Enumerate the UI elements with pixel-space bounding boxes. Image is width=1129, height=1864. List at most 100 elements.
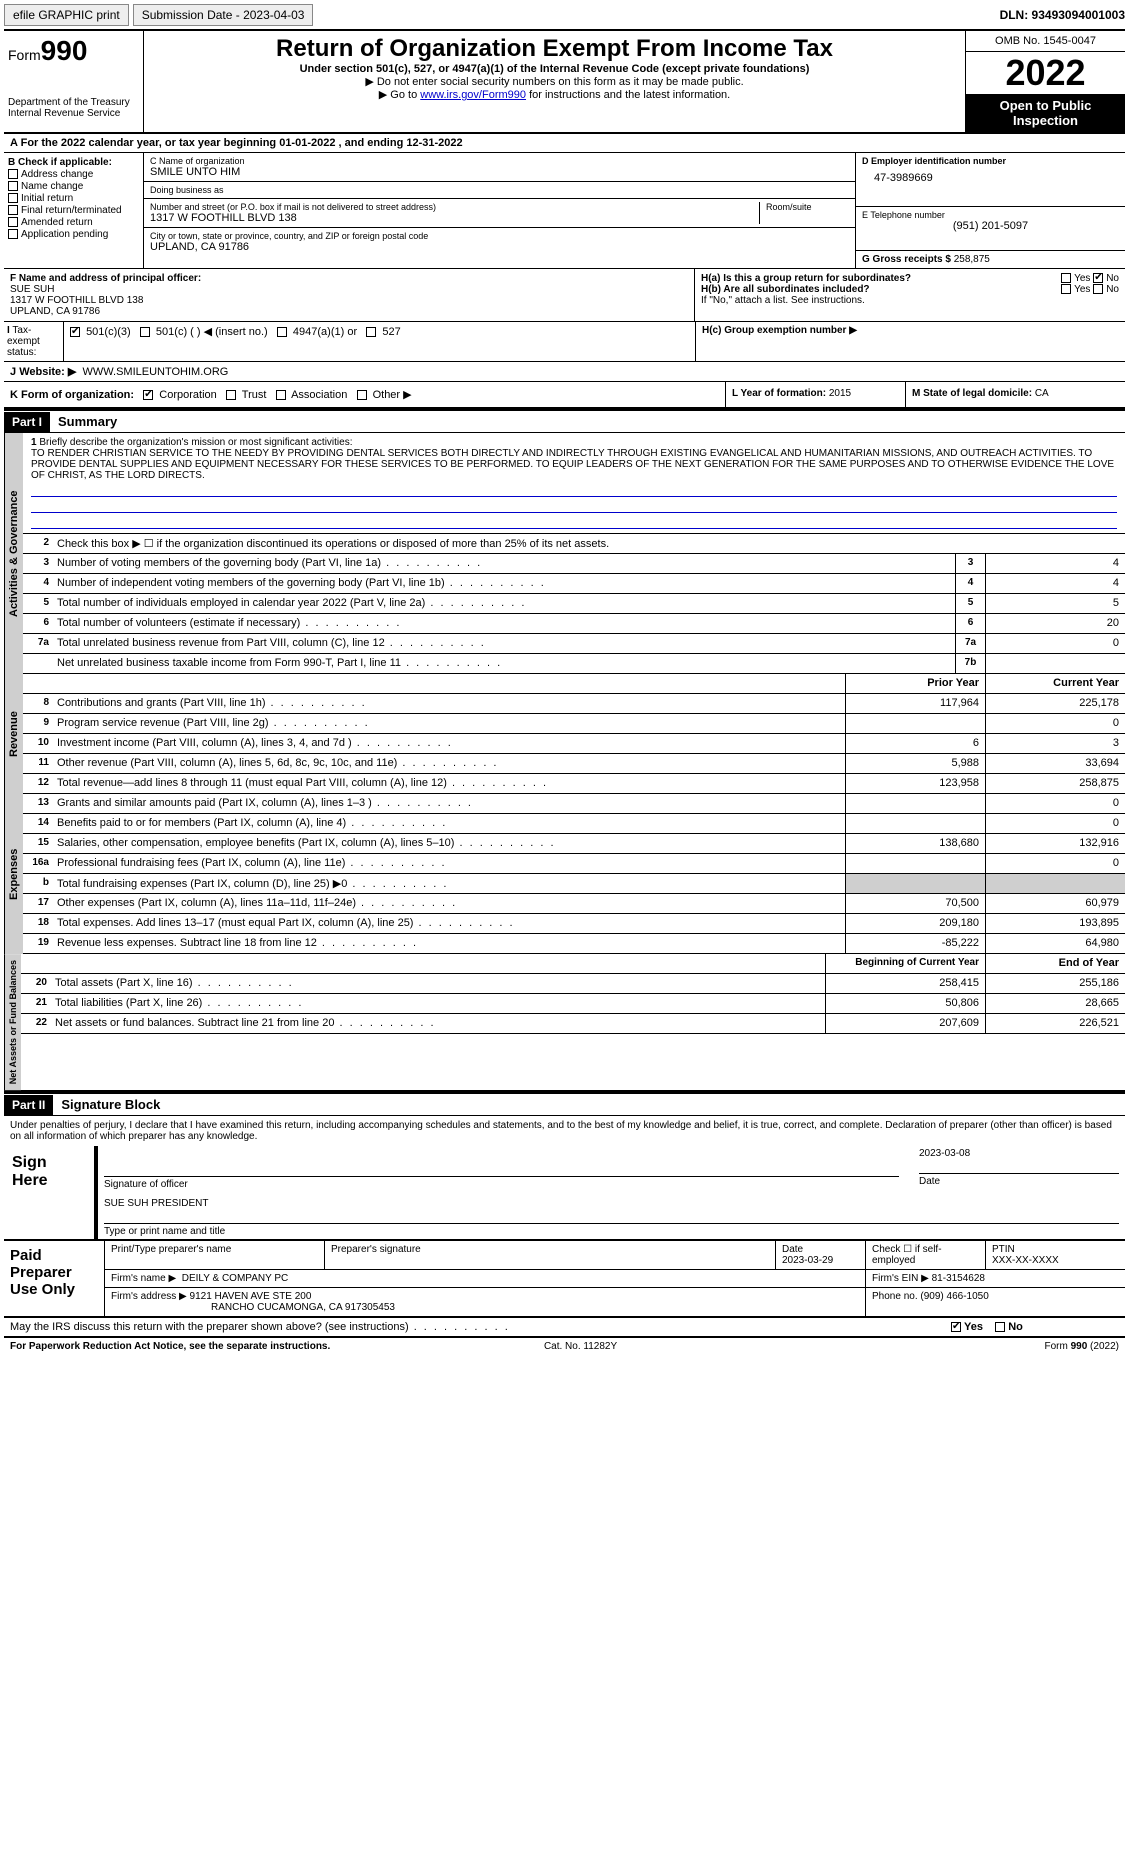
org-name-cell: C Name of organization SMILE UNTO HIM (144, 153, 855, 182)
tax-exempt-options: 501(c)(3) 501(c) ( ) ◀ (insert no.) 4947… (64, 322, 695, 361)
omb-number: OMB No. 1545-0047 (966, 31, 1125, 52)
hb-no-chk[interactable] (1093, 284, 1103, 294)
expenses-lines: 13Grants and similar amounts paid (Part … (23, 794, 1125, 954)
sections-b-through-g: B Check if applicable: Address change Na… (4, 153, 1125, 269)
form-header: Form990 Department of the Treasury Inter… (4, 31, 1125, 134)
signature-fields: Signature of officer 2023-03-08 Date SUE… (94, 1146, 1125, 1239)
discuss-yes-chk[interactable] (951, 1322, 961, 1332)
part1-header: Part I Summary (4, 409, 1125, 433)
dba-cell: Doing business as (144, 182, 855, 199)
chk-address-change[interactable]: Address change (8, 169, 139, 180)
chk-527[interactable] (366, 327, 376, 337)
b-title: B Check if applicable: (8, 157, 112, 168)
city-label: City or town, state or province, country… (150, 231, 849, 241)
line2-text: Check this box ▶ ☐ if the organization d… (53, 534, 1125, 553)
chk-501c3[interactable] (70, 327, 80, 337)
form-prefix: Form (8, 47, 41, 63)
prep-name-label: Print/Type preparer's name (104, 1241, 324, 1269)
chk-application-pending[interactable]: Application pending (8, 229, 139, 240)
tab-expenses: Expenses (4, 794, 23, 954)
gov-line: 3Number of voting members of the governi… (23, 554, 1125, 574)
ssn-note: ▶ Do not enter social security numbers o… (148, 75, 961, 88)
phone-cell: E Telephone number (951) 201-5097 (856, 207, 1125, 251)
blank-line (31, 483, 1117, 497)
discuss-no-chk[interactable] (995, 1322, 1005, 1332)
org-name: SMILE UNTO HIM (150, 166, 849, 178)
discuss-row: May the IRS discuss this return with the… (4, 1318, 1125, 1337)
netassets-block: Net Assets or Fund Balances Beginning of… (4, 954, 1125, 1092)
tab-revenue: Revenue (4, 674, 23, 794)
sig-officer-label: Signature of officer (104, 1176, 899, 1190)
hb-yes-chk[interactable] (1061, 284, 1071, 294)
header-middle: Return of Organization Exempt From Incom… (144, 31, 965, 132)
chk-final-return[interactable]: Final return/terminated (8, 205, 139, 216)
chk-initial-return[interactable]: Initial return (8, 193, 139, 204)
chk-corporation[interactable] (143, 390, 153, 400)
sections-d-e-g: D Employer identification number 47-3989… (855, 153, 1125, 268)
col-headers-rev: Prior Year Current Year (23, 674, 1125, 694)
revenue-block: Revenue Prior Year Current Year 8Contrib… (4, 674, 1125, 794)
irs-link[interactable]: www.irs.gov/Form990 (420, 89, 526, 101)
prep-sig-label: Preparer's signature (324, 1241, 775, 1269)
efile-print-button[interactable]: efile GRAPHIC print (4, 4, 129, 26)
declaration-text: Under penalties of perjury, I declare th… (4, 1116, 1125, 1146)
section-b: B Check if applicable: Address change Na… (4, 153, 144, 268)
org-name-label: C Name of organization (150, 156, 849, 166)
ein-label: D Employer identification number (862, 156, 1006, 166)
gov-line: 4Number of independent voting members of… (23, 574, 1125, 594)
current-year-hdr: Current Year (985, 674, 1125, 693)
data-line: 21Total liabilities (Part X, line 26)50,… (21, 994, 1125, 1014)
chk-association[interactable] (276, 390, 286, 400)
preparer-grid: Print/Type preparer's name Preparer's si… (104, 1241, 1125, 1316)
goto-post: for instructions and the latest informat… (526, 89, 730, 101)
gross-value: 258,875 (954, 254, 990, 265)
goto-pre: ▶ Go to (379, 89, 420, 101)
revenue-lines: Prior Year Current Year 8Contributions a… (23, 674, 1125, 794)
ha-row: H(a) Is this a group return for subordin… (701, 273, 1119, 284)
addr-cell: Number and street (or P.O. box if mail i… (144, 199, 855, 228)
part1-badge: Part I (4, 412, 50, 432)
firm-addr-cell: Firm's address ▶ 9121 HAVEN AVE STE 200R… (104, 1288, 865, 1316)
dept-label: Department of the Treasury (8, 97, 139, 108)
chk-trust[interactable] (226, 390, 236, 400)
chk-other[interactable] (357, 390, 367, 400)
footer-left: For Paperwork Reduction Act Notice, see … (10, 1341, 330, 1352)
dba-label: Doing business as (150, 185, 849, 195)
prior-year-hdr: Prior Year (845, 674, 985, 693)
ha-no-chk[interactable] (1093, 273, 1103, 283)
data-line: 20Total assets (Part X, line 16)258,4152… (21, 974, 1125, 994)
ha-yes-chk[interactable] (1061, 273, 1071, 283)
section-j: J Website: ▶ WWW.SMILEUNTOHIM.ORG (4, 362, 1125, 382)
website-label: Website: ▶ (19, 366, 76, 378)
gross-receipts-cell: G Gross receipts $ 258,875 (856, 251, 1125, 268)
footer-right: Form 990 (2022) (1044, 1341, 1118, 1352)
prep-date-cell: Date2023-03-29 (775, 1241, 865, 1269)
top-bar: efile GRAPHIC print Submission Date - 20… (4, 4, 1125, 31)
chk-amended-return[interactable]: Amended return (8, 217, 139, 228)
data-line: 16aProfessional fundraising fees (Part I… (23, 854, 1125, 874)
gross-label: G Gross receipts $ (862, 254, 951, 265)
irs-label: Internal Revenue Service (8, 108, 139, 119)
website-value: WWW.SMILEUNTOHIM.ORG (82, 366, 228, 378)
section-c: C Name of organization SMILE UNTO HIM Do… (144, 153, 855, 268)
sections-k-l-m: K Form of organization: Corporation Trus… (4, 382, 1125, 409)
tax-year-line: A For the 2022 calendar year, or tax yea… (4, 134, 469, 152)
officer-name-title: SUE SUH PRESIDENT (104, 1198, 1119, 1209)
chk-name-change[interactable]: Name change (8, 181, 139, 192)
chk-4947[interactable] (277, 327, 287, 337)
mission-block: 1 Briefly describe the organization's mi… (23, 433, 1125, 533)
hb-row: H(b) Are all subordinates included? Yes … (701, 284, 1119, 295)
header-right: OMB No. 1545-0047 2022 Open to Public In… (965, 31, 1125, 132)
submission-date-button[interactable]: Submission Date - 2023-04-03 (133, 4, 314, 26)
discuss-text: May the IRS discuss this return with the… (4, 1318, 945, 1336)
ein-cell: D Employer identification number 47-3989… (856, 153, 1125, 207)
paid-preparer-block: Paid Preparer Use Only Print/Type prepar… (4, 1240, 1125, 1318)
mission-label: Briefly describe the organization's miss… (39, 437, 352, 448)
part2-title: Signature Block (53, 1094, 168, 1115)
i-label: Tax-exempt status: (7, 325, 40, 358)
section-m: M State of legal domicile: CA (905, 382, 1125, 407)
data-line: 13Grants and similar amounts paid (Part … (23, 794, 1125, 814)
section-l: L Year of formation: 2015 (725, 382, 905, 407)
chk-501c[interactable] (140, 327, 150, 337)
governance-lines: 1 Briefly describe the organization's mi… (23, 433, 1125, 674)
